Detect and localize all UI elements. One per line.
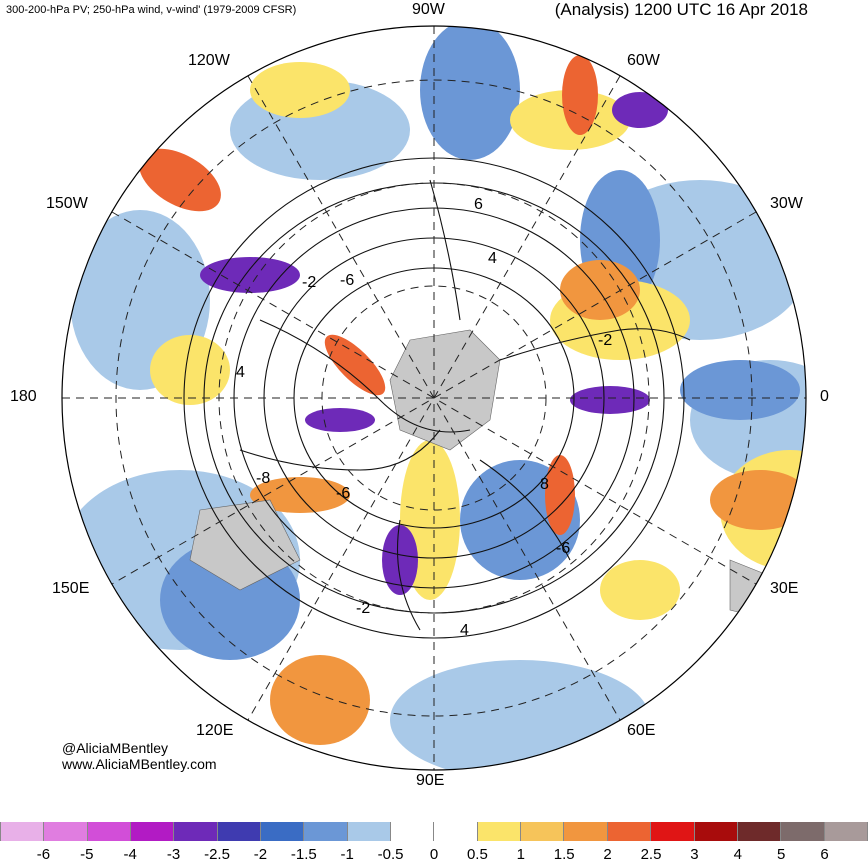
label-180: 180 <box>10 388 37 405</box>
credit-handle: @AliciaMBentley <box>62 740 169 756</box>
label-0: 0 <box>820 388 829 405</box>
colorbar-swatch <box>347 822 392 841</box>
analysis-time: (Analysis) 1200 UTC 16 Apr 2018 <box>554 0 808 19</box>
label-60e: 60E <box>627 722 656 739</box>
colorbar-swatch <box>131 822 175 841</box>
colorbar-tick-label: 2.5 <box>640 846 662 863</box>
graticule <box>62 26 806 770</box>
colorbar-tick-label: 0 <box>429 846 439 863</box>
colorbar-tick-label: -2.5 <box>204 846 230 863</box>
colorbar-tick-label: -4 <box>123 846 137 863</box>
colorbar-swatch <box>217 822 262 841</box>
colorbar-swatch <box>521 822 565 841</box>
colorbar-swatch <box>174 822 218 841</box>
contour-label: -2 <box>302 274 317 291</box>
contour-label: -2 <box>356 600 371 617</box>
colorbar-tick-label: 1 <box>516 846 525 863</box>
label-30e: 30E <box>770 580 799 597</box>
colorbar-swatch <box>261 822 305 841</box>
colorbar-swatch <box>607 822 652 841</box>
contour-label: 6 <box>474 196 483 213</box>
colorbar-tick-label: -2 <box>253 846 268 863</box>
polar-stereographic-map <box>61 25 807 771</box>
red-shading <box>139 55 598 535</box>
contour-label: -6 <box>556 540 571 557</box>
colorbar-swatch <box>651 822 695 841</box>
credit-website: www.AliciaMBentley.com <box>62 756 217 772</box>
colorbar-tick-label: -0.5 <box>377 846 404 863</box>
label-120e: 120E <box>196 722 234 739</box>
colorbar-tick-label: -3 <box>166 846 181 863</box>
label-90e: 90E <box>416 772 445 789</box>
contour-label: -6 <box>336 485 351 502</box>
label-90w: 90W <box>412 1 445 18</box>
colorbar-swatch <box>434 822 478 841</box>
label-150w: 150W <box>46 195 88 212</box>
product-description: 300-200-hPa PV; 250-hPa wind, v-wind' (1… <box>6 4 297 16</box>
colorbar-tick-label: -6 <box>36 846 51 863</box>
contour-label: 4 <box>460 622 469 639</box>
contour-label: 4 <box>236 364 245 381</box>
map-boundary <box>61 25 807 771</box>
colorbar-swatch <box>737 822 782 841</box>
contour-label: -2 <box>598 332 613 349</box>
contour-label: 8 <box>540 476 549 493</box>
colorbar-swatch <box>304 822 348 841</box>
colorbar-swatch <box>781 822 825 841</box>
colorbar-tick-label: 6 <box>820 846 829 863</box>
colorbar-tick-label: -1 <box>340 846 354 863</box>
contour-label: -6 <box>340 272 355 289</box>
label-30w: 30W <box>770 195 803 212</box>
colorbar-swatch <box>0 822 45 841</box>
colorbar-ticks: -6 -5 -4 -3 -2.5 -2 -1.5 -1 -0.5 0 0.5 1 1.5 2 2.5 3 4 5 6 <box>0 846 868 864</box>
colorbar-tick-label: 4 <box>733 846 742 863</box>
colorbar-swatch <box>564 822 608 841</box>
colorbar <box>0 822 868 841</box>
orange-shading <box>250 260 806 745</box>
colorbar-tick-label: 1.5 <box>553 846 575 863</box>
contour-label: 4 <box>488 250 497 267</box>
contour-label: -8 <box>256 470 271 487</box>
colorbar-swatch <box>694 822 738 841</box>
colorbar-tick-label: 3 <box>690 846 699 863</box>
colorbar-tick-label: 2 <box>603 846 612 863</box>
colorbar-swatch <box>87 822 132 841</box>
label-120w: 120W <box>188 52 230 69</box>
label-60w: 60W <box>627 52 660 69</box>
colorbar-swatch <box>391 822 435 841</box>
colorbar-tick-label: 5 <box>777 846 786 863</box>
colorbar-swatch <box>477 822 522 841</box>
label-150e: 150E <box>52 580 90 597</box>
colorbar-tick-label: 0.5 <box>466 846 488 863</box>
colorbar-tick-label: -5 <box>80 846 94 863</box>
colorbar-tick-label: -1.5 <box>290 846 317 863</box>
colorbar-swatch <box>44 822 88 841</box>
colorbar-swatch <box>824 822 868 841</box>
